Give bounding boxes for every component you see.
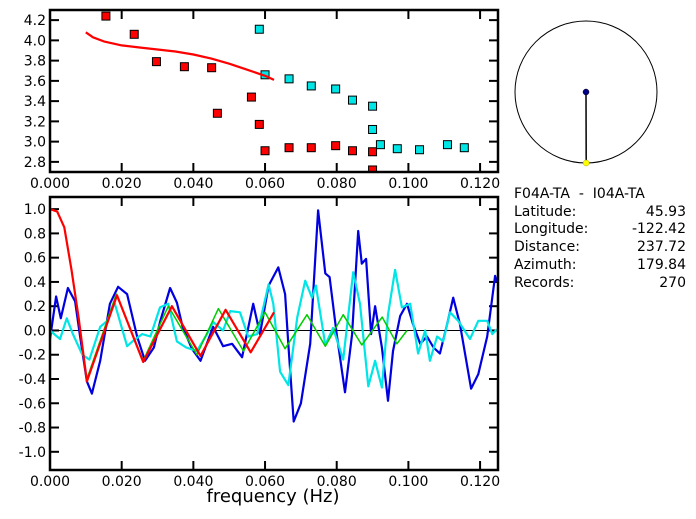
cyan-point bbox=[459, 143, 469, 153]
info-label: Records: bbox=[514, 274, 575, 291]
red-point bbox=[306, 143, 316, 153]
y-tick-label: 0.4 bbox=[24, 275, 46, 291]
cyan-point bbox=[347, 95, 357, 105]
info-label: Distance: bbox=[514, 239, 580, 256]
red-point bbox=[246, 92, 256, 102]
cyan-series-line bbox=[50, 268, 498, 389]
correlation-plot: 0.000 0.020 0.040 0.060 0.080 0.100 0.120 1.0 0.… bbox=[19, 195, 500, 490]
x-tick-label: 0.000 bbox=[30, 176, 70, 192]
y-tick-label: 3.8 bbox=[24, 54, 46, 70]
cyan-point bbox=[415, 145, 425, 155]
plot-area bbox=[50, 208, 498, 423]
y-tick-label: 2.8 bbox=[24, 155, 46, 171]
cyan-point bbox=[331, 84, 341, 94]
cyan-point bbox=[254, 24, 264, 34]
info-row-records: Records: 270 bbox=[514, 275, 686, 293]
target-station-marker bbox=[582, 159, 590, 167]
green-series-line bbox=[86, 293, 408, 380]
red-point bbox=[368, 165, 378, 172]
red-point bbox=[368, 147, 378, 157]
x-tick-label: 0.060 bbox=[245, 176, 285, 192]
y-tick-label: 4.2 bbox=[24, 13, 46, 29]
cyan-point bbox=[284, 74, 294, 84]
info-value: -122.42 bbox=[631, 221, 686, 238]
info-value: 179.84 bbox=[637, 256, 686, 273]
red-point bbox=[212, 108, 222, 118]
y-tick-label: -0.6 bbox=[19, 396, 46, 412]
cyan-point bbox=[368, 124, 378, 134]
y-tick-label: -0.2 bbox=[19, 348, 46, 364]
y-tick-label: 1.0 bbox=[24, 202, 46, 218]
y-tick-label: 0.2 bbox=[24, 299, 46, 315]
info-row-longitude: Longitude: -122.42 bbox=[514, 221, 686, 239]
y-tick-label: 4.0 bbox=[24, 33, 46, 49]
red-point bbox=[179, 62, 189, 72]
x-tick-label: 0.120 bbox=[460, 474, 500, 490]
plot-frame bbox=[48, 8, 500, 174]
y-tick-label: -0.8 bbox=[19, 421, 46, 437]
cyan-point bbox=[442, 140, 452, 150]
x-tick-label: 0.100 bbox=[388, 176, 428, 192]
red-point bbox=[347, 146, 357, 156]
info-label: Longitude: bbox=[514, 221, 589, 238]
blue-series-line bbox=[50, 209, 498, 423]
y-tick-label: 3.6 bbox=[24, 74, 46, 90]
x-tick-label: 0.040 bbox=[173, 474, 213, 490]
info-row-latitude: Latitude: 45.93 bbox=[514, 204, 686, 222]
cyan-point bbox=[392, 144, 402, 154]
y-tick-label: -1.0 bbox=[19, 445, 46, 461]
x-tick-label: 0.100 bbox=[388, 474, 428, 490]
info-panel: F04A-TA - I04A-TA Latitude: 45.93 Longitu… bbox=[514, 186, 686, 292]
x-tick-label: 0.040 bbox=[173, 176, 213, 192]
plot-area bbox=[85, 11, 469, 172]
red-curve-series-line bbox=[85, 31, 275, 81]
y-tick-label: 3.2 bbox=[24, 114, 46, 130]
y-tick-label: 3.4 bbox=[24, 94, 46, 110]
dispersion-plot: 0.000 0.020 0.040 0.060 0.080 0.100 0.120 2.8 3.… bbox=[24, 8, 500, 192]
red-point bbox=[260, 146, 270, 156]
x-tick-label: 0.060 bbox=[245, 474, 285, 490]
y-tick-label: -0.4 bbox=[19, 372, 46, 388]
station-map bbox=[514, 20, 658, 167]
y-tick-label: 0.6 bbox=[24, 251, 46, 267]
center-station-marker bbox=[582, 88, 590, 96]
red-point bbox=[129, 29, 139, 39]
cyan-point bbox=[375, 140, 385, 150]
info-label: Latitude: bbox=[514, 203, 577, 220]
x-axis-label: frequency (Hz) bbox=[206, 486, 339, 507]
red-point bbox=[331, 141, 341, 151]
y-tick-label: 3.0 bbox=[24, 135, 46, 151]
x-tick-label: 0.020 bbox=[102, 474, 142, 490]
plot-frame bbox=[48, 195, 500, 472]
red-series-line bbox=[50, 208, 275, 383]
x-tick-label: 0.080 bbox=[317, 176, 357, 192]
info-value: 270 bbox=[659, 274, 686, 291]
info-value: 45.93 bbox=[645, 203, 686, 220]
x-tick-label: 0.080 bbox=[317, 474, 357, 490]
info-label: Azimuth: bbox=[514, 256, 577, 273]
red-point bbox=[151, 57, 161, 67]
info-row-azimuth: Azimuth: 179.84 bbox=[514, 257, 686, 275]
x-tick-label: 0.120 bbox=[460, 176, 500, 192]
station-pair: F04A-TA - I04A-TA bbox=[514, 186, 686, 204]
red-point bbox=[101, 11, 111, 21]
cyan-point bbox=[368, 101, 378, 111]
red-point bbox=[207, 63, 217, 73]
x-tick-label: 0.000 bbox=[30, 474, 70, 490]
x-tick-label: 0.020 bbox=[102, 176, 142, 192]
info-row-distance: Distance: 237.72 bbox=[514, 239, 686, 257]
y-tick-label: 0.0 bbox=[24, 323, 46, 339]
red-point bbox=[284, 143, 294, 153]
red-point bbox=[254, 119, 264, 129]
station-pair-label: F04A-TA - I04A-TA bbox=[514, 186, 645, 202]
info-value: 237.72 bbox=[637, 239, 686, 256]
cyan-point bbox=[306, 81, 316, 91]
y-tick-label: 0.8 bbox=[24, 226, 46, 242]
